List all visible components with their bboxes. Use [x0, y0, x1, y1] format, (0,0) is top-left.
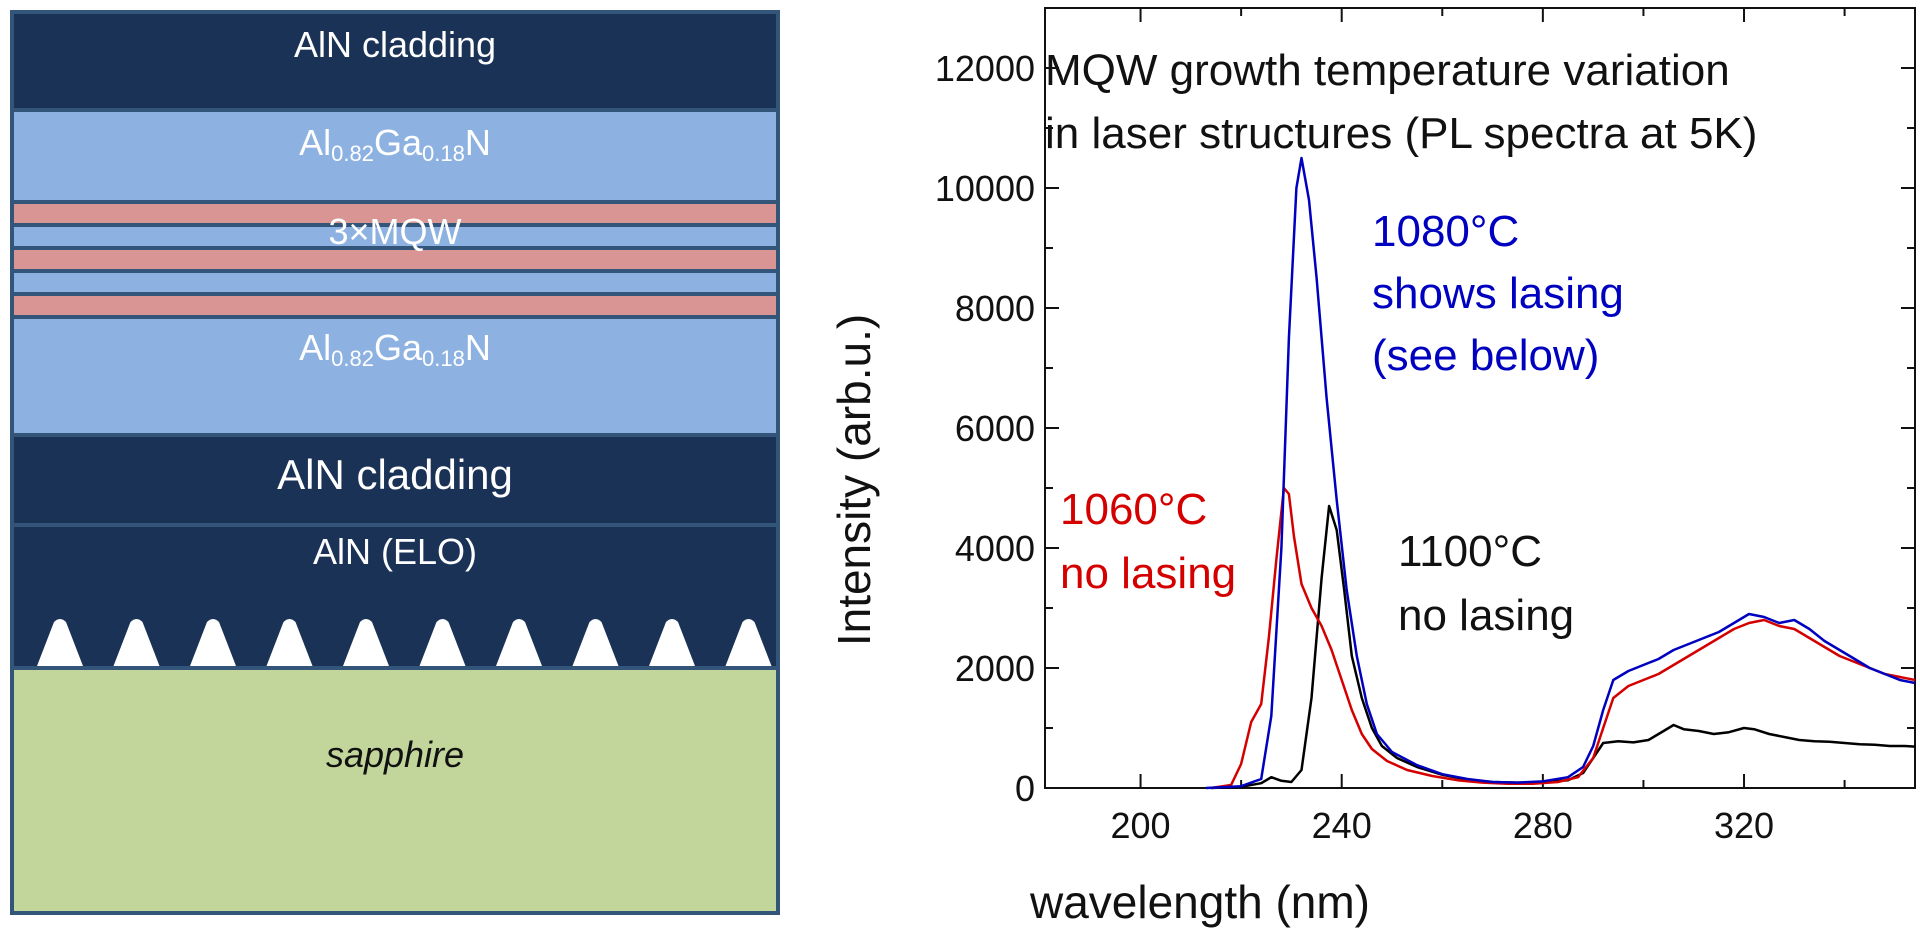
- series-1080-label: 1080°C: [1372, 207, 1519, 256]
- chart-title-line-2: in laser structures (PL spectra at 5K): [1045, 109, 1757, 158]
- x-tick-label: 240: [1312, 805, 1372, 846]
- aln-mid-cladding-label: AlN cladding: [277, 451, 513, 498]
- x-axis-label: wavelength (nm): [1029, 876, 1370, 928]
- void-triangle: [725, 619, 772, 666]
- void-triangle: [190, 619, 236, 666]
- y-tick-label: 2000: [955, 648, 1035, 689]
- y-tick-label: 6000: [955, 408, 1035, 449]
- void-triangle: [266, 619, 313, 666]
- barrier-layer: [14, 273, 776, 292]
- sapphire-substrate-layer: sapphire: [14, 670, 776, 911]
- series-1080-ref: (see below): [1372, 331, 1599, 380]
- sapphire-label: sapphire: [325, 734, 465, 775]
- void-triangle: [419, 619, 466, 666]
- plot-area: 0 2000 4000 6000 8000 10000 12000 200 240 280 320: [935, 7, 1916, 846]
- void-triangle: [572, 619, 619, 666]
- void-triangle: [37, 619, 83, 666]
- quantum-well-layer: [14, 204, 776, 223]
- barrier-layer: [14, 227, 776, 246]
- series-1100-label: 1100°C: [1398, 527, 1542, 576]
- void-triangle: [649, 619, 695, 666]
- algan-top-label: Al0.82Ga0.18N: [299, 122, 491, 166]
- y-tick-label: 12000: [935, 48, 1035, 89]
- elo-voids-graphic: [37, 619, 772, 666]
- y-tick-label: 4000: [955, 528, 1035, 569]
- series-line-1080: [1205, 156, 1916, 790]
- algan-bottom-label: Al0.82Ga0.18N: [299, 327, 491, 371]
- aln-top-cladding-layer: AlN cladding: [14, 14, 776, 108]
- quantum-well-layer: [14, 250, 776, 269]
- x-tick-label: 320: [1714, 805, 1774, 846]
- aln-elo-label: AlN (ELO): [312, 531, 478, 572]
- aln-elo-layer: AlN (ELO): [14, 527, 776, 666]
- series-1080-note: shows lasing: [1372, 269, 1624, 318]
- algan-top-layer: Al0.82Ga0.18N: [14, 112, 776, 200]
- plot-frame: [1044, 7, 1916, 789]
- y-tick-label: 8000: [955, 288, 1035, 329]
- chart-title-line-1: MQW growth temperature variation: [1045, 46, 1730, 95]
- y-tick-label: 10000: [935, 168, 1035, 209]
- series-1100-note: no lasing: [1398, 591, 1574, 640]
- void-triangle: [343, 619, 389, 666]
- algan-bottom-layer: Al0.82Ga0.18N: [14, 319, 776, 433]
- void-triangle: [113, 619, 160, 666]
- series-1060-label: 1060°C: [1060, 485, 1207, 534]
- aln-top-cladding-label: AlN cladding: [293, 24, 497, 65]
- void-triangle: [496, 619, 542, 666]
- x-tick-label: 280: [1513, 805, 1573, 846]
- quantum-well-layer: [14, 296, 776, 315]
- mqw-label: 3×MQW: [328, 211, 462, 252]
- x-tick-label: 200: [1111, 805, 1171, 846]
- layer-stack-diagram: AlN cladding Al0.82Ga0.18N 3×MQW Al0.82G…: [10, 10, 780, 915]
- y-tick-label: 0: [1015, 768, 1035, 809]
- series-line-1100: [1210, 504, 1916, 790]
- series-1060-note: no lasing: [1060, 549, 1236, 598]
- aln-mid-cladding-layer: AlN cladding: [14, 437, 776, 523]
- series-line-1060: [1210, 486, 1916, 790]
- y-axis-label: Intensity (arb.u.): [828, 314, 880, 646]
